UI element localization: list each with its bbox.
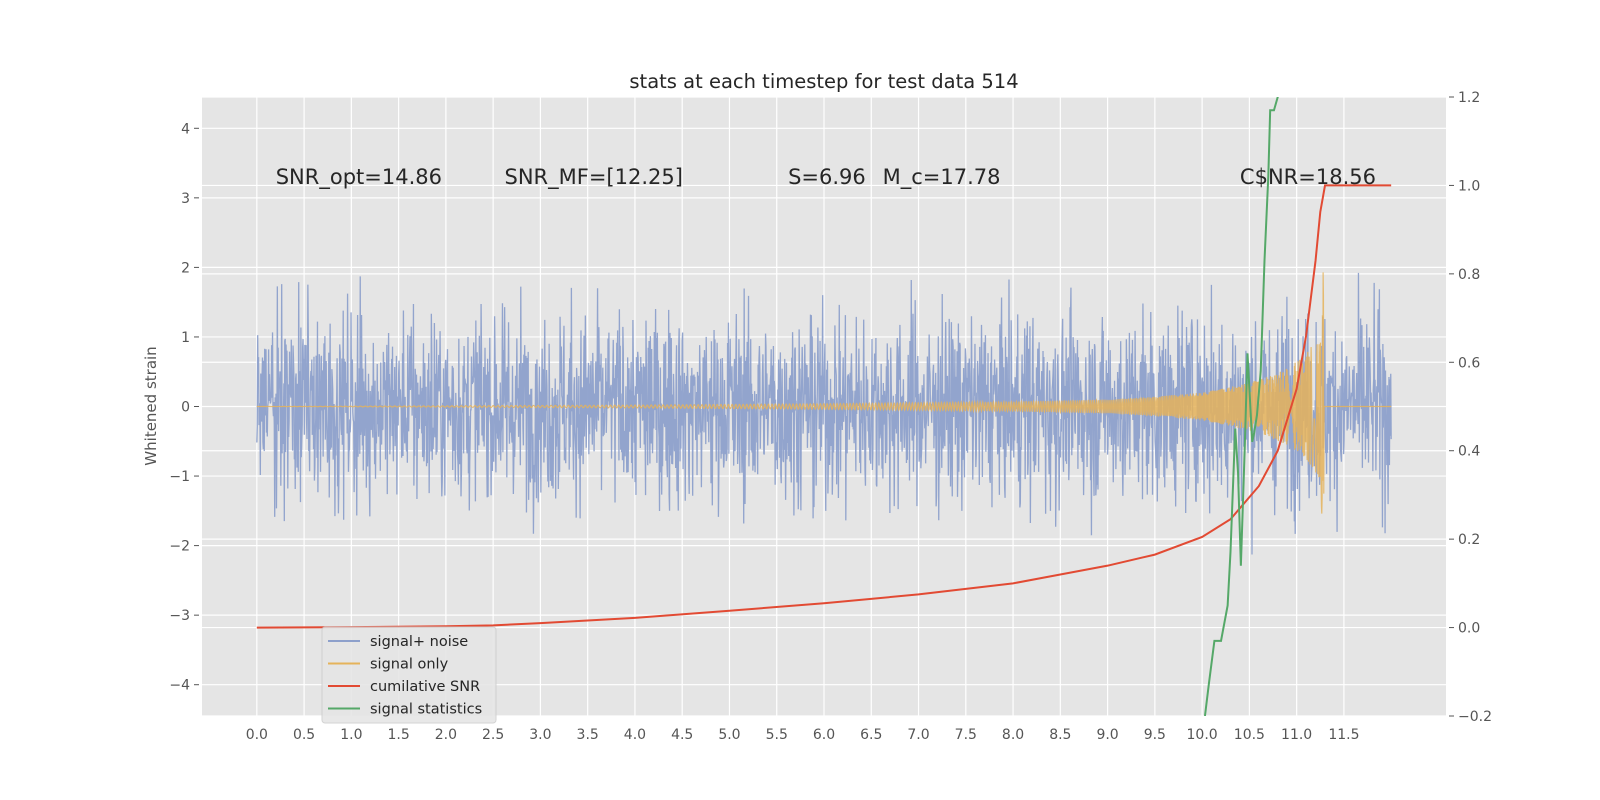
y-tick-label: −4 bbox=[169, 678, 190, 694]
y-axis-ticks: −4 −3 −2 −1 0 1 2 3 4 bbox=[169, 121, 199, 694]
y-axis-label: Whitened strain bbox=[142, 346, 160, 465]
y2-axis-ticks: −0.2 0.0 0.2 0.4 0.6 0.8 1.0 1.2 bbox=[1449, 90, 1492, 725]
y-tick-label: 0 bbox=[181, 400, 190, 416]
y-tick-label: −2 bbox=[169, 539, 190, 555]
x-tick-label: 1.0 bbox=[340, 727, 362, 743]
x-tick-label: 11.0 bbox=[1281, 727, 1312, 743]
x-tick-label: 8.0 bbox=[1002, 727, 1024, 743]
y2-tick-label: 1.0 bbox=[1458, 178, 1480, 194]
x-tick-label: 4.5 bbox=[671, 727, 693, 743]
x-tick-label: 3.0 bbox=[529, 727, 551, 743]
x-tick-label: 7.0 bbox=[907, 727, 929, 743]
series-signal-statistics-line bbox=[1203, 97, 1279, 716]
y-tick-label: 3 bbox=[181, 191, 190, 207]
series-signal-only-line bbox=[256, 272, 1392, 514]
x-tick-label: 10.5 bbox=[1234, 727, 1265, 743]
x-tick-label: 2.5 bbox=[482, 727, 504, 743]
legend-box bbox=[321, 626, 497, 724]
chart-title: stats at each timestep for test data 514 bbox=[629, 70, 1018, 93]
x-tick-label: 9.0 bbox=[1096, 727, 1118, 743]
x-tick-label: 6.0 bbox=[813, 727, 835, 743]
series-layer bbox=[256, 97, 1392, 716]
y2-tick-label: 0.4 bbox=[1458, 444, 1480, 460]
y-tick-label: −1 bbox=[169, 469, 190, 485]
y2-tick-label: 0.8 bbox=[1458, 267, 1480, 283]
legend-label: signal only bbox=[370, 657, 449, 673]
x-tick-label: 10.0 bbox=[1187, 727, 1218, 743]
x-tick-label: 9.5 bbox=[1144, 727, 1166, 743]
y2-tick-label: −0.2 bbox=[1458, 709, 1492, 725]
y2-tick-label: 0.0 bbox=[1458, 621, 1480, 637]
x-tick-label: 8.5 bbox=[1049, 727, 1071, 743]
annotation-text: SNR_MF=[12.25] bbox=[504, 165, 682, 190]
series-signal-noise-line bbox=[256, 272, 1392, 555]
x-tick-label: 0.0 bbox=[246, 727, 268, 743]
y2-tick-label: 0.6 bbox=[1458, 355, 1480, 371]
y-tick-label: 4 bbox=[181, 121, 190, 137]
x-tick-label: 7.5 bbox=[955, 727, 977, 743]
y-tick-label: −3 bbox=[169, 608, 190, 624]
y-tick-label: 1 bbox=[181, 330, 190, 346]
x-tick-label: 1.5 bbox=[387, 727, 409, 743]
x-tick-label: 4.0 bbox=[624, 727, 646, 743]
y-tick-label: 2 bbox=[181, 260, 190, 276]
legend-label: cumilative SNR bbox=[370, 679, 480, 695]
annotation-text: S=6.96 bbox=[788, 165, 866, 189]
x-tick-label: 5.5 bbox=[766, 727, 788, 743]
legend: signal+ noise signal only cumilative SNR si… bbox=[321, 626, 497, 724]
legend-label: signal statistics bbox=[370, 702, 482, 718]
x-axis-ticks: 0.0 0.5 1.0 1.5 2.0 2.5 3.0 3.5 4.0 4.5 5.0 5.5 6.0 6… bbox=[246, 727, 1360, 743]
annotation-text: SNR_opt=14.86 bbox=[276, 165, 442, 190]
annotation-text: C$NR=18.56 bbox=[1240, 165, 1376, 189]
x-tick-label: 0.5 bbox=[293, 727, 315, 743]
annotation-text: M_c=17.78 bbox=[883, 165, 1001, 190]
annotations: SNR_opt=14.86 SNR_MF=[12.25] S=6.96 M_c=17.… bbox=[276, 165, 1376, 190]
y2-tick-label: 1.2 bbox=[1458, 90, 1480, 106]
x-tick-label: 2.0 bbox=[435, 727, 457, 743]
x-tick-label: 11.5 bbox=[1328, 727, 1359, 743]
y2-tick-label: 0.2 bbox=[1458, 532, 1480, 548]
x-tick-label: 3.5 bbox=[577, 727, 599, 743]
series-cumulative-snr-line bbox=[256, 184, 1392, 629]
legend-label: signal+ noise bbox=[370, 634, 468, 650]
x-tick-label: 6.5 bbox=[860, 727, 882, 743]
x-tick-label: 5.0 bbox=[718, 727, 740, 743]
